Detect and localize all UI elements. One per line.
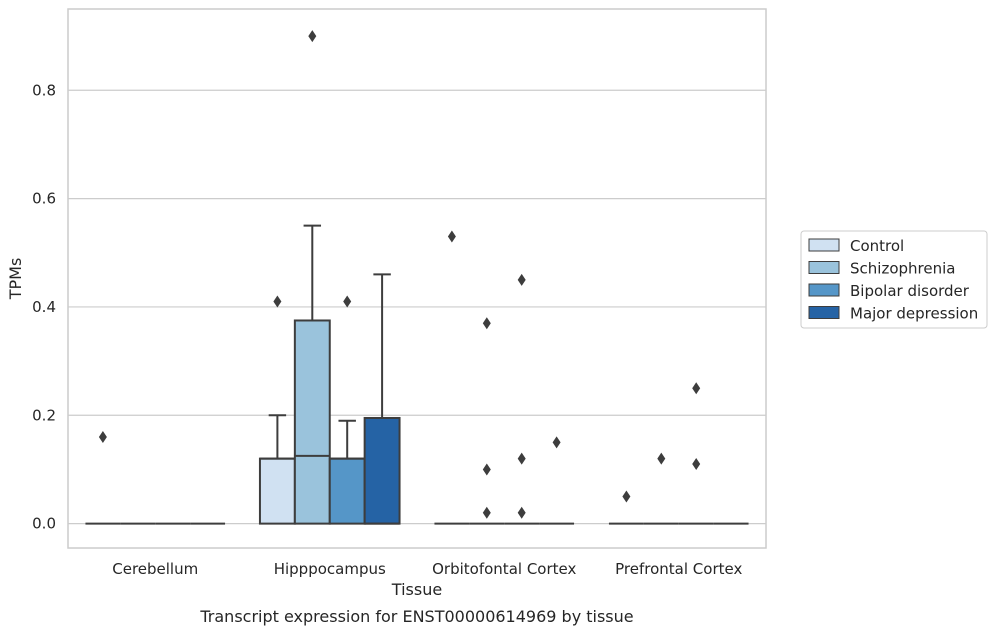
box-schizophrenia xyxy=(469,317,505,525)
box-control xyxy=(85,430,121,525)
y-tick-label: 0.4 xyxy=(32,298,56,316)
legend-item: Schizophrenia xyxy=(808,260,955,278)
y-tick-label: 0.6 xyxy=(32,190,56,208)
legend-item: Bipolar disorder xyxy=(808,282,970,300)
box-major-depression xyxy=(363,273,401,525)
legend-label: Schizophrenia xyxy=(850,260,955,278)
outlier-point xyxy=(622,490,631,503)
legend-label: Control xyxy=(850,237,904,255)
legend-swatch xyxy=(808,261,840,274)
box-plot-boxes xyxy=(85,30,749,525)
outlier-point xyxy=(273,295,282,308)
outlier-point xyxy=(692,458,701,471)
legend-item: Control xyxy=(808,237,904,255)
legend-label: Major depression xyxy=(850,305,978,323)
box-control xyxy=(434,230,470,525)
plot-frame xyxy=(67,8,767,549)
outlier-point xyxy=(517,506,526,519)
box-body xyxy=(258,457,296,525)
box-schizophrenia xyxy=(643,452,679,525)
box-bipolar-disorder xyxy=(328,295,366,525)
x-tick-label: Cerebellum xyxy=(112,560,198,578)
x-tick-label: Hipppocampus xyxy=(274,560,386,578)
y-axis-label: TPMs xyxy=(6,258,25,301)
y-tick-labels: 0.0 0.2 0.4 0.6 0.8 xyxy=(32,81,56,532)
legend-swatch xyxy=(808,238,840,252)
legend: Control Schizophrenia Bipolar disorder Majo… xyxy=(800,230,988,329)
y-tick-label: 0.8 xyxy=(32,81,56,99)
legend-label: Bipolar disorder xyxy=(850,282,970,300)
box-body xyxy=(328,457,366,525)
box-schizophrenia xyxy=(293,30,331,525)
y-tick-label: 0.0 xyxy=(32,515,56,533)
legend-item: Major depression xyxy=(808,305,978,323)
x-axis-label: Tissue xyxy=(391,580,442,599)
box-bipolar-disorder xyxy=(678,382,714,525)
outlier-point xyxy=(98,430,107,443)
x-tick-labels: Cerebellum Hipppocampus Orbitofontal Corte… xyxy=(112,560,742,578)
outlier-point xyxy=(657,452,666,465)
x-tick-label: Prefrontal Cortex xyxy=(615,560,742,578)
outlier-point xyxy=(482,506,491,519)
box-body xyxy=(363,416,401,525)
box-control xyxy=(258,295,296,525)
outlier-point xyxy=(343,295,352,308)
box-major-depression xyxy=(539,436,575,525)
legend-frame xyxy=(800,230,988,329)
outlier-point xyxy=(692,382,701,395)
outlier-point xyxy=(517,273,526,286)
legend-swatch xyxy=(808,306,840,319)
box-control xyxy=(608,490,644,525)
x-tick-label: Orbitofontal Cortex xyxy=(432,560,576,578)
outlier-point xyxy=(482,463,491,476)
outlier-point xyxy=(482,317,491,330)
y-tick-label: 0.2 xyxy=(32,406,56,424)
outlier-point xyxy=(552,436,561,449)
outlier-point xyxy=(517,452,526,465)
legend-swatch xyxy=(808,283,840,297)
outlier-point xyxy=(447,230,456,243)
box-body xyxy=(293,319,331,525)
chart-caption: Transcript expression for ENST0000061496… xyxy=(199,607,633,626)
outlier-point xyxy=(308,30,317,43)
box-bipolar-disorder xyxy=(504,273,540,525)
